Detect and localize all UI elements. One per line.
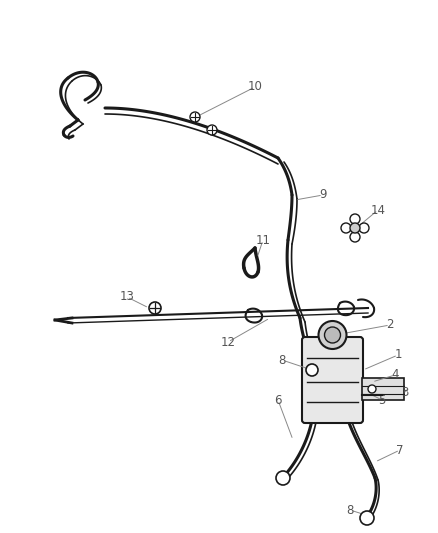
Circle shape [350, 232, 360, 242]
Circle shape [207, 125, 217, 135]
Text: 11: 11 [255, 233, 271, 246]
Text: 2: 2 [386, 319, 394, 332]
Text: 13: 13 [120, 290, 134, 303]
Text: 8: 8 [346, 504, 354, 516]
Text: 9: 9 [319, 189, 327, 201]
Circle shape [306, 364, 318, 376]
Text: 10: 10 [247, 80, 262, 93]
Circle shape [350, 223, 360, 233]
Circle shape [190, 112, 200, 122]
Text: 8: 8 [278, 353, 286, 367]
Circle shape [341, 223, 351, 233]
Circle shape [149, 302, 161, 314]
Circle shape [360, 511, 374, 525]
Circle shape [325, 327, 340, 343]
Circle shape [368, 385, 376, 393]
Circle shape [318, 321, 346, 349]
Circle shape [359, 223, 369, 233]
Circle shape [276, 471, 290, 485]
Text: 5: 5 [378, 393, 386, 407]
Text: 6: 6 [274, 393, 282, 407]
Text: 12: 12 [220, 335, 236, 349]
Circle shape [350, 214, 360, 224]
Text: 14: 14 [371, 204, 385, 216]
Text: 3: 3 [401, 385, 409, 399]
Text: 1: 1 [394, 349, 402, 361]
Text: 7: 7 [396, 443, 404, 456]
Text: 4: 4 [391, 368, 399, 382]
FancyBboxPatch shape [302, 337, 363, 423]
Bar [362, 378, 404, 400]
